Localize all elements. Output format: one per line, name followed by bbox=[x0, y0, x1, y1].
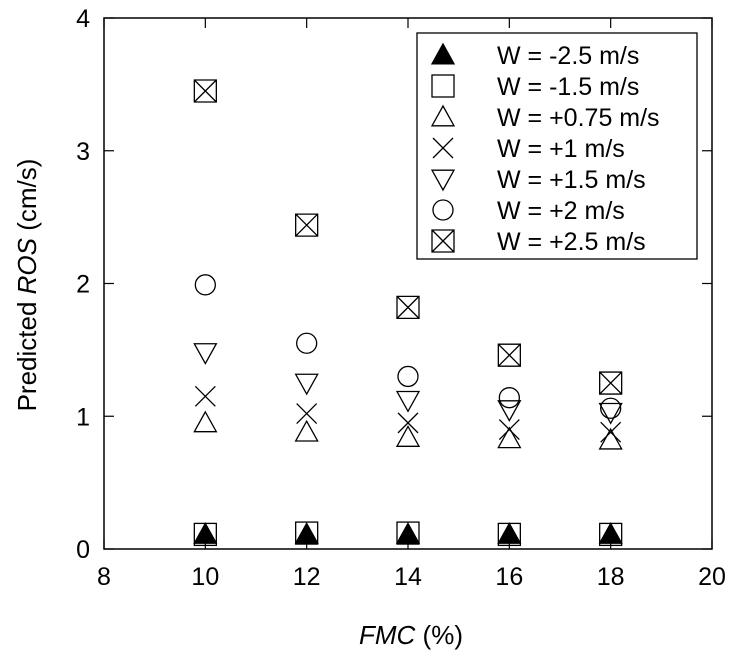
data-point bbox=[193, 79, 217, 103]
x-axis-label: FMC (%) bbox=[359, 620, 463, 650]
data-point bbox=[296, 332, 318, 354]
data-point bbox=[397, 365, 419, 388]
data-point bbox=[194, 274, 216, 296]
x-axis-label-unit: (%) bbox=[415, 620, 463, 650]
x-tick-label: 10 bbox=[191, 563, 219, 591]
data-point bbox=[295, 213, 319, 237]
y-axis-label-prefix: Predicted bbox=[12, 294, 42, 411]
legend-marker bbox=[432, 137, 454, 159]
data-markers bbox=[193, 79, 623, 547]
legend-label: W = +1 m/s bbox=[497, 135, 625, 163]
legend-label: W = +0.75 m/s bbox=[497, 104, 660, 132]
y-axis-label-italic: ROS bbox=[12, 237, 42, 294]
y-tick-label: 2 bbox=[76, 271, 90, 299]
data-point bbox=[193, 410, 218, 433]
data-point bbox=[498, 419, 520, 440]
y-axis-label-unit: (cm/s) bbox=[12, 159, 42, 238]
legend-label: W = +2 m/s bbox=[497, 197, 625, 225]
data-point bbox=[395, 522, 421, 544]
y-tick-label: 4 bbox=[76, 5, 90, 33]
y-tick-label: 1 bbox=[76, 403, 90, 431]
legend-marker bbox=[431, 229, 455, 253]
data-point bbox=[294, 419, 319, 442]
data-point bbox=[193, 522, 218, 544]
series-3 bbox=[193, 410, 623, 450]
data-point bbox=[598, 522, 623, 544]
data-point bbox=[497, 522, 521, 547]
data-point bbox=[497, 426, 522, 449]
data-point bbox=[598, 402, 623, 425]
data-point bbox=[498, 387, 520, 409]
legend-marker bbox=[430, 42, 456, 65]
legend-box bbox=[416, 32, 698, 260]
data-point bbox=[294, 373, 319, 396]
x-tick-label: 14 bbox=[394, 563, 422, 591]
x-tick-label: 16 bbox=[495, 563, 523, 591]
data-point bbox=[395, 390, 421, 413]
data-point bbox=[296, 403, 318, 425]
legend: W = -2.5 m/s W = -1.5 m/s W = +0.75 m/s W =… bbox=[416, 32, 698, 260]
y-tick-label: 0 bbox=[76, 536, 90, 564]
series-7 bbox=[193, 79, 623, 395]
data-point bbox=[395, 425, 421, 447]
data-point bbox=[497, 522, 522, 544]
x-tick-label: 18 bbox=[597, 563, 625, 591]
legend-label: W = -2.5 m/s bbox=[497, 42, 639, 70]
series-4 bbox=[194, 385, 622, 443]
x-tick-label: 12 bbox=[293, 563, 321, 591]
legend-marker bbox=[430, 104, 456, 127]
x-tick-label: 20 bbox=[698, 563, 726, 591]
data-point bbox=[295, 521, 319, 545]
y-axis-label: Predicted ROS (cm/s) bbox=[12, 159, 42, 412]
data-point bbox=[396, 521, 420, 545]
data-point bbox=[600, 421, 622, 443]
data-point bbox=[397, 412, 419, 434]
data-point bbox=[497, 343, 521, 367]
legend-label: W = +1.5 m/s bbox=[497, 166, 646, 194]
data-point bbox=[294, 522, 319, 544]
data-point bbox=[599, 371, 623, 395]
series-2 bbox=[193, 521, 623, 547]
data-point bbox=[194, 385, 216, 407]
legend-marker bbox=[430, 169, 456, 192]
legend-marker bbox=[432, 199, 454, 221]
series-6 bbox=[194, 274, 622, 419]
data-point bbox=[600, 397, 622, 419]
y-axis-ticks: 0 1 2 3 4 bbox=[76, 5, 712, 564]
series-5 bbox=[193, 343, 623, 425]
data-point bbox=[497, 400, 522, 422]
legend-marker bbox=[431, 74, 455, 98]
data-point bbox=[193, 522, 217, 547]
x-tick-label: 8 bbox=[97, 563, 111, 591]
y-tick-label: 3 bbox=[76, 138, 90, 166]
data-point bbox=[598, 427, 623, 450]
x-axis-ticks: 8 10 12 14 16 18 20 bbox=[97, 18, 726, 591]
x-axis-label-italic: FMC bbox=[359, 620, 416, 650]
data-point bbox=[599, 522, 623, 547]
legend-label: W = -1.5 m/s bbox=[497, 73, 639, 101]
data-point bbox=[193, 343, 218, 365]
series-1 bbox=[193, 522, 623, 544]
legend-label: W = +2.5 m/s bbox=[497, 228, 646, 256]
data-point bbox=[396, 295, 420, 320]
